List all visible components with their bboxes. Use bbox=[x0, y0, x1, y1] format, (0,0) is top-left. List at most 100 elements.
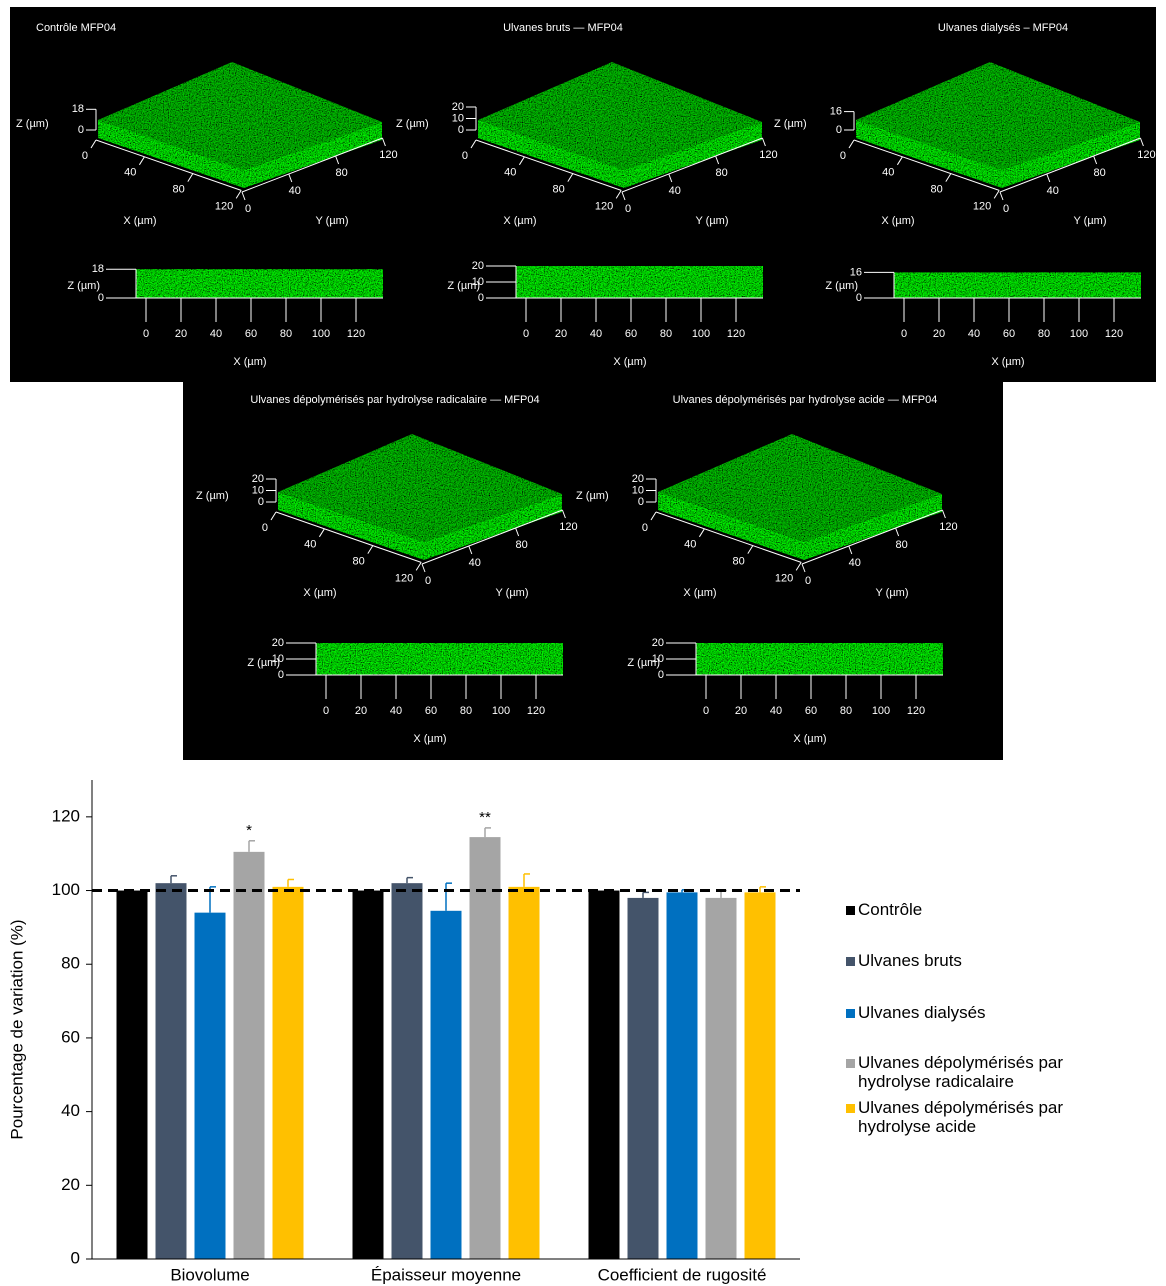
x-tick-label-2d: 40 bbox=[390, 705, 402, 717]
x-tick-label-2d: 0 bbox=[703, 705, 709, 717]
z-tick-label-2d: 20 bbox=[272, 637, 284, 649]
x-tick-3d bbox=[698, 528, 705, 538]
x-tick-label-2d: 0 bbox=[901, 328, 907, 340]
biofilm-section bbox=[316, 643, 563, 675]
y-tick-3d bbox=[421, 563, 426, 573]
z-tick-label: 0 bbox=[258, 496, 264, 508]
legend-entry: Ulvanes bruts bbox=[846, 951, 1118, 970]
significance-label: * bbox=[246, 822, 252, 839]
y-tick-3d bbox=[288, 173, 293, 183]
biofilm-top bbox=[478, 62, 762, 170]
z-tick-label-2d: 0 bbox=[278, 669, 284, 681]
bar bbox=[194, 912, 226, 1259]
x-tick-label-3d: 40 bbox=[304, 539, 316, 551]
x-tick-label-2d: 100 bbox=[872, 705, 890, 717]
y-tick-label: 40 bbox=[61, 1101, 80, 1120]
y-tick-3d bbox=[381, 137, 386, 147]
z-tick-label: 0 bbox=[638, 496, 644, 508]
x-tick-label-2d: 120 bbox=[907, 705, 925, 717]
legend-label: Contrôle bbox=[858, 900, 923, 919]
legend-swatch bbox=[846, 1009, 855, 1018]
biofilm-top bbox=[98, 62, 382, 170]
x-tick-label-2d: 0 bbox=[323, 705, 329, 717]
y-tick-label-3d: 40 bbox=[849, 557, 861, 569]
x-axis-label-3d: X (µm) bbox=[683, 587, 716, 599]
x-tick-label-3d: 40 bbox=[124, 167, 136, 179]
z-tick-label-2d: 20 bbox=[652, 637, 664, 649]
bar bbox=[508, 886, 540, 1259]
x-tick-label-2d: 80 bbox=[660, 328, 672, 340]
legend-label: Ulvanes bruts bbox=[858, 951, 962, 970]
y-axis-3d bbox=[999, 137, 1141, 193]
z-tick-label-2d: 16 bbox=[850, 266, 862, 278]
x-tick-label: Coefficient de rugosité bbox=[598, 1265, 767, 1284]
y-tick-label-3d: 80 bbox=[715, 167, 727, 179]
x-tick-label-2d: 80 bbox=[280, 328, 292, 340]
y-axis-3d bbox=[801, 509, 943, 565]
biofilm-side bbox=[98, 120, 382, 188]
legend-swatch bbox=[846, 1104, 855, 1113]
legend-entry: Ulvanes dialysés bbox=[846, 1003, 1118, 1022]
z-tick-label: 20 bbox=[452, 101, 464, 113]
x-tick-label-2d: 80 bbox=[460, 705, 472, 717]
panel-title: Ulvanes bruts — MFP04 bbox=[503, 22, 623, 34]
x-tick-3d bbox=[615, 190, 622, 199]
x-tick-label-2d: 40 bbox=[770, 705, 782, 717]
x-tick-label-3d: 0 bbox=[642, 522, 648, 534]
x-tick-3d bbox=[848, 139, 855, 149]
x-tick-3d bbox=[270, 511, 277, 521]
biofilm-section bbox=[894, 272, 1141, 298]
y-axis-label: Pourcentage de variation (%) bbox=[7, 919, 26, 1139]
bar bbox=[272, 886, 304, 1259]
y-tick-label-3d: 0 bbox=[625, 203, 631, 215]
y-tick-label-3d: 40 bbox=[469, 557, 481, 569]
legend-label: Ulvanes dépolymérisés par hydrolyse radi… bbox=[858, 1053, 1064, 1091]
image-background bbox=[10, 7, 1156, 382]
x-tick-label-2d: 20 bbox=[355, 705, 367, 717]
x-tick-label: Épaisseur moyenne bbox=[371, 1265, 521, 1284]
z-tick-label-2d: 0 bbox=[98, 292, 104, 304]
x-tick-3d bbox=[945, 173, 952, 182]
legend-entry: Contrôle bbox=[846, 900, 1118, 919]
x-tick-label-2d: 100 bbox=[1070, 328, 1088, 340]
x-tick-label-2d: 100 bbox=[692, 328, 710, 340]
x-tick-3d bbox=[187, 173, 194, 182]
x-tick-label-3d: 80 bbox=[553, 184, 565, 196]
x-tick-3d bbox=[90, 139, 97, 149]
x-axis-label-3d: X (µm) bbox=[123, 215, 156, 227]
bar bbox=[430, 910, 462, 1259]
bar bbox=[391, 883, 423, 1259]
legend-label: Ulvanes dialysés bbox=[858, 1003, 986, 1022]
x-tick-3d bbox=[235, 190, 242, 199]
y-axis-3d bbox=[241, 137, 383, 193]
x-tick-label-3d: 0 bbox=[840, 150, 846, 162]
x-tick-label-3d: 80 bbox=[173, 184, 185, 196]
y-tick-3d bbox=[621, 191, 626, 201]
x-tick-label-2d: 120 bbox=[527, 705, 545, 717]
z-tick-label: 16 bbox=[830, 106, 842, 118]
y-tick-label-3d: 80 bbox=[335, 167, 347, 179]
x-axis-3d bbox=[655, 511, 802, 563]
x-tick-label-3d: 40 bbox=[882, 167, 894, 179]
y-axis-label-3d: Y (µm) bbox=[315, 215, 348, 227]
x-tick-3d bbox=[138, 156, 145, 166]
biofilm-section bbox=[136, 269, 383, 298]
z-axis-label: Z (µm) bbox=[774, 118, 807, 130]
y-tick-label-3d: 120 bbox=[939, 521, 957, 533]
z-tick-label: 10 bbox=[632, 484, 644, 496]
y-tick-3d bbox=[941, 509, 946, 519]
panel-title: Contrôle MFP04 bbox=[36, 22, 116, 34]
y-tick-3d bbox=[335, 155, 340, 165]
x-tick-3d bbox=[650, 511, 657, 521]
panel-title: Ulvanes dépolymérisés par hydrolyse acid… bbox=[673, 394, 938, 406]
y-tick-3d bbox=[1139, 137, 1144, 147]
y-tick-3d bbox=[241, 191, 246, 201]
y-tick-3d bbox=[761, 137, 766, 147]
y-tick-label-3d: 120 bbox=[379, 149, 397, 161]
y-tick-3d bbox=[715, 155, 720, 165]
x-tick-label-3d: 0 bbox=[462, 150, 468, 162]
y-tick-label-3d: 120 bbox=[1137, 149, 1155, 161]
bar bbox=[627, 897, 659, 1259]
z-tick-label: 10 bbox=[252, 484, 264, 496]
